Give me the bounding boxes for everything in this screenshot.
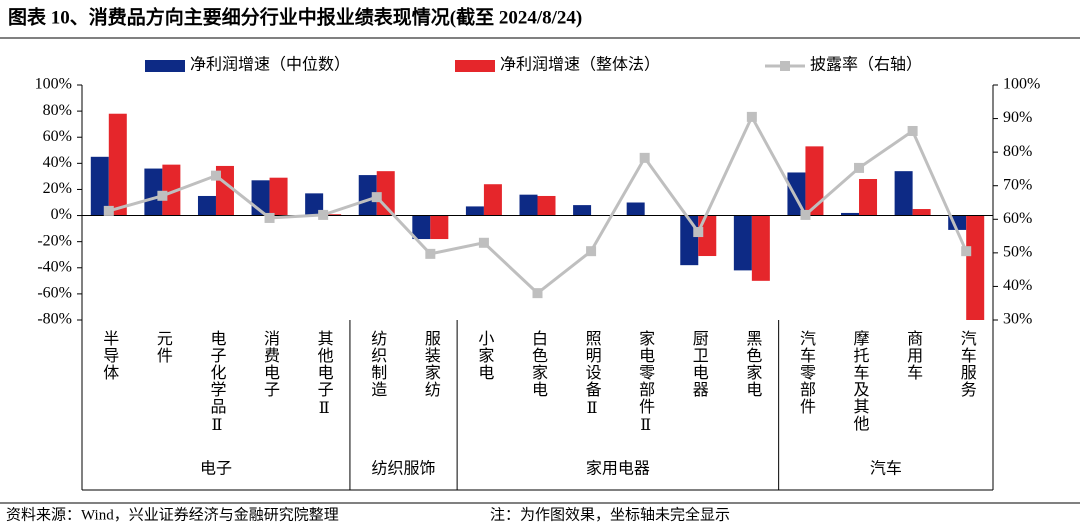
x-tick-label: 汽车服务: [958, 330, 977, 398]
bar: [430, 215, 449, 240]
line-marker: [371, 192, 382, 203]
x-tick-label: 消费电子: [261, 330, 280, 398]
bar: [376, 171, 395, 216]
bar: [90, 156, 109, 216]
group-label: 家用电器: [586, 460, 650, 478]
legend-swatch: [145, 60, 185, 72]
bar: [412, 215, 431, 240]
line-marker: [800, 209, 811, 220]
x-tick-label: 服装家纺: [422, 330, 441, 398]
bar: [733, 215, 752, 271]
y-tick-label: 60%: [43, 128, 72, 145]
bar: [358, 175, 377, 216]
bar: [108, 113, 127, 216]
legend-label: 披露率（右轴）: [810, 56, 922, 74]
bar: [197, 195, 216, 216]
legend-label: 净利润增速（整体法）: [500, 56, 660, 74]
bar: [144, 168, 163, 216]
x-tick-label: 商用车: [904, 330, 923, 381]
x-tick-label: 元件: [154, 330, 173, 364]
x-tick-label: 摩托车及其他: [851, 330, 870, 432]
y-tick-label: -60%: [37, 285, 72, 302]
x-tick-label: 汽车零部件: [797, 330, 816, 415]
line-marker: [318, 209, 329, 220]
legend-swatch: [780, 61, 790, 71]
legend-swatch: [455, 60, 495, 72]
line-marker: [425, 248, 436, 259]
y-tick-label: -40%: [37, 258, 72, 275]
x-tick-label: 厨卫电器: [690, 330, 709, 398]
line-marker: [693, 227, 704, 238]
bar: [626, 202, 645, 216]
line-marker: [264, 212, 275, 223]
y2-tick-label: 70%: [1003, 176, 1032, 193]
bar: [841, 212, 860, 216]
y2-tick-label: 90%: [1003, 109, 1032, 126]
x-tick-label: 白色家电: [529, 330, 548, 398]
x-tick-label: 其他电子Ⅱ: [315, 330, 334, 418]
bar: [323, 214, 342, 216]
y-tick-label: 0%: [51, 206, 72, 223]
y-tick-label: -80%: [37, 311, 72, 328]
y2-tick-label: 60%: [1003, 210, 1032, 227]
source: 资料来源：Wind，兴业证券经济与金融研究院整理: [6, 505, 339, 523]
group-label: 电子: [200, 460, 232, 478]
line-marker: [907, 125, 918, 136]
x-tick-label: 电子化学品Ⅱ: [207, 330, 226, 435]
line-marker: [854, 162, 865, 173]
bar: [894, 171, 913, 216]
bar: [483, 184, 502, 216]
bar: [966, 215, 985, 320]
y2-tick-label: 30%: [1003, 311, 1032, 328]
x-tick-label: 小家电: [475, 330, 494, 381]
bar: [537, 195, 556, 216]
x-tick-label: 照明设备Ⅱ: [583, 330, 602, 418]
bar: [269, 177, 288, 216]
bar: [162, 164, 181, 216]
line-marker: [746, 111, 757, 122]
y-tick-label: 80%: [43, 102, 72, 119]
x-tick-label: 黑色家电: [743, 330, 762, 398]
bar: [751, 215, 770, 281]
line-marker: [478, 237, 489, 248]
x-tick-label: 家电零部件Ⅱ: [636, 330, 655, 435]
note: 注：为作图效果，坐标轴未完全显示: [490, 505, 730, 523]
chart-title: 图表 10、消费品方向主要细分行业中报业绩表现情况(截至 2024/8/24): [8, 5, 582, 28]
y-tick-label: 40%: [43, 154, 72, 171]
line-marker: [103, 205, 114, 216]
bar: [859, 179, 878, 216]
y2-tick-label: 40%: [1003, 277, 1032, 294]
bar: [805, 146, 824, 216]
y-tick-label: 20%: [43, 180, 72, 197]
y2-tick-label: 50%: [1003, 244, 1032, 261]
bar: [680, 215, 699, 266]
y-tick-label: -20%: [37, 232, 72, 249]
line-marker: [639, 152, 650, 163]
x-tick-label: 纺织制造: [368, 330, 387, 398]
group-label: 纺织服饰: [372, 460, 436, 478]
group-label: 汽车: [870, 460, 902, 478]
y-tick-label: 100%: [35, 76, 72, 93]
y2-tick-label: 100%: [1003, 76, 1040, 93]
y2-tick-label: 80%: [1003, 143, 1032, 160]
line-marker: [961, 246, 972, 257]
line-marker: [157, 190, 168, 201]
bar: [465, 206, 484, 216]
line-marker: [532, 288, 543, 299]
bar: [573, 205, 592, 216]
x-tick-label: 半导体: [100, 330, 119, 381]
bar: [519, 194, 538, 216]
bar: [912, 209, 931, 216]
legend-label: 净利润增速（中位数）: [190, 56, 350, 74]
line-marker: [210, 170, 221, 181]
line-marker: [586, 246, 597, 257]
